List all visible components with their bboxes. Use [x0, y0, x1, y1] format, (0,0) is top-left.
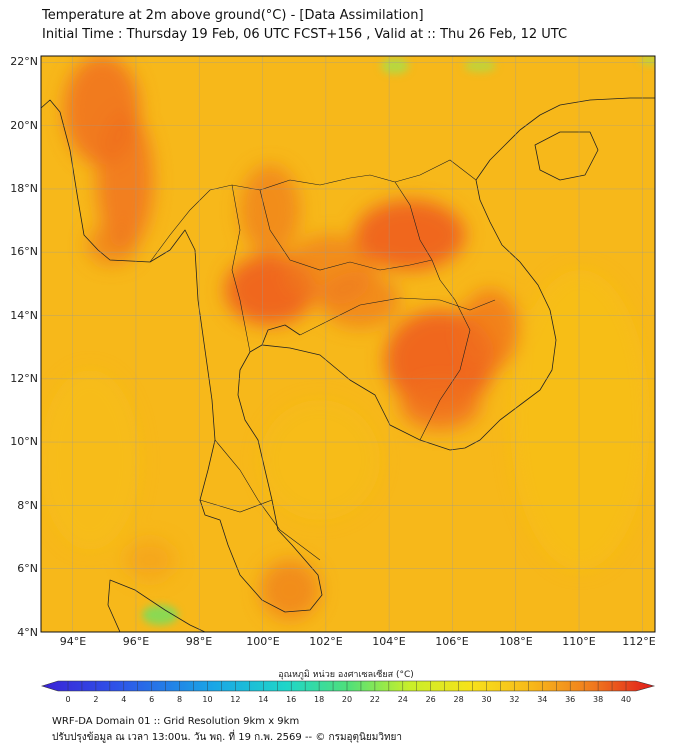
lat-axis: 22°N 20°N 18°N 16°N 14°N 12°N 10°N 8°N 6…	[10, 55, 38, 639]
colorbar-label: 12	[230, 695, 240, 704]
colorbar-label: 10	[202, 695, 212, 704]
colorbar-label: 6	[149, 695, 154, 704]
colorbar-ticks	[67, 681, 627, 691]
lat-tick: 22°N	[10, 55, 38, 68]
map-title: Temperature at 2m above ground(°C) - [Da…	[42, 8, 424, 23]
lon-axis: 94°E 96°E 98°E 100°E 102°E 104°E 106°E 1…	[60, 635, 656, 648]
lat-tick: 12°N	[10, 372, 38, 385]
lon-tick: 110°E	[562, 635, 595, 648]
colorbar-label: 28	[454, 695, 464, 704]
colorbar-label: 32	[509, 695, 519, 704]
lat-tick: 10°N	[10, 435, 38, 448]
colorbar-label: 8	[177, 695, 182, 704]
lat-tick: 16°N	[10, 245, 38, 258]
colorbar-label: 18	[314, 695, 324, 704]
colorbar-label: 2	[93, 695, 98, 704]
gridlines	[41, 56, 655, 633]
lon-tick: 96°E	[123, 635, 149, 648]
temperature-field	[41, 56, 655, 632]
coastlines	[41, 97, 655, 632]
lon-tick: 104°E	[372, 635, 405, 648]
colorbar-label: 34	[537, 695, 547, 704]
lon-tick: 106°E	[435, 635, 468, 648]
colorbar-scale	[40, 680, 656, 692]
colorbar-label: 30	[481, 695, 491, 704]
lon-tick: 108°E	[499, 635, 532, 648]
colorbar-title: อุณหภูมิ หน่วย องศาเซลเซียส (°C)	[278, 669, 414, 680]
colorbar-label: 36	[565, 695, 575, 704]
lat-tick: 14°N	[10, 309, 38, 322]
lon-tick: 100°E	[246, 635, 279, 648]
lat-tick: 6°N	[17, 562, 38, 575]
colorbar-label: 40	[621, 695, 631, 704]
footer-domain-info: WRF-DA Domain 01 :: Grid Resolution 9km …	[52, 716, 300, 727]
cool-regions	[142, 56, 655, 625]
colorbar-label: 24	[398, 695, 408, 704]
map-frame	[40, 55, 656, 633]
lon-tick: 94°E	[60, 635, 86, 648]
footer-update-info: ปรับปรุงข้อมูล ณ เวลา 13:00น. วัน พฤ. ที…	[52, 732, 403, 743]
lon-tick: 98°E	[186, 635, 212, 648]
colorbar-label: 26	[426, 695, 436, 704]
colorbar-label: 0	[65, 695, 70, 704]
colorbar-labels: 0 2 4 6 8 10 12 14 16 18 20 22 24 26 28 30 32 34 36 38 40	[65, 695, 631, 704]
colorbar-label: 16	[286, 695, 296, 704]
lat-tick: 20°N	[10, 119, 38, 132]
colorbar-label: 14	[258, 695, 268, 704]
colorbar-label: 22	[370, 695, 380, 704]
colorbar-label: 38	[593, 695, 603, 704]
lat-tick: 8°N	[17, 499, 38, 512]
lon-tick: 102°E	[309, 635, 342, 648]
colorbar: อุณหภูมิ หน่วย องศาเซลเซียส (°C) 0 2 4 6 8 10…	[40, 669, 656, 704]
lat-tick: 4°N	[17, 626, 38, 639]
lon-tick: 112°E	[622, 635, 655, 648]
map-subtitle: Initial Time : Thursday 19 Feb, 06 UTC F…	[42, 27, 568, 42]
colorbar-label: 20	[342, 695, 352, 704]
colorbar-label: 4	[121, 695, 126, 704]
lat-tick: 18°N	[10, 182, 38, 195]
